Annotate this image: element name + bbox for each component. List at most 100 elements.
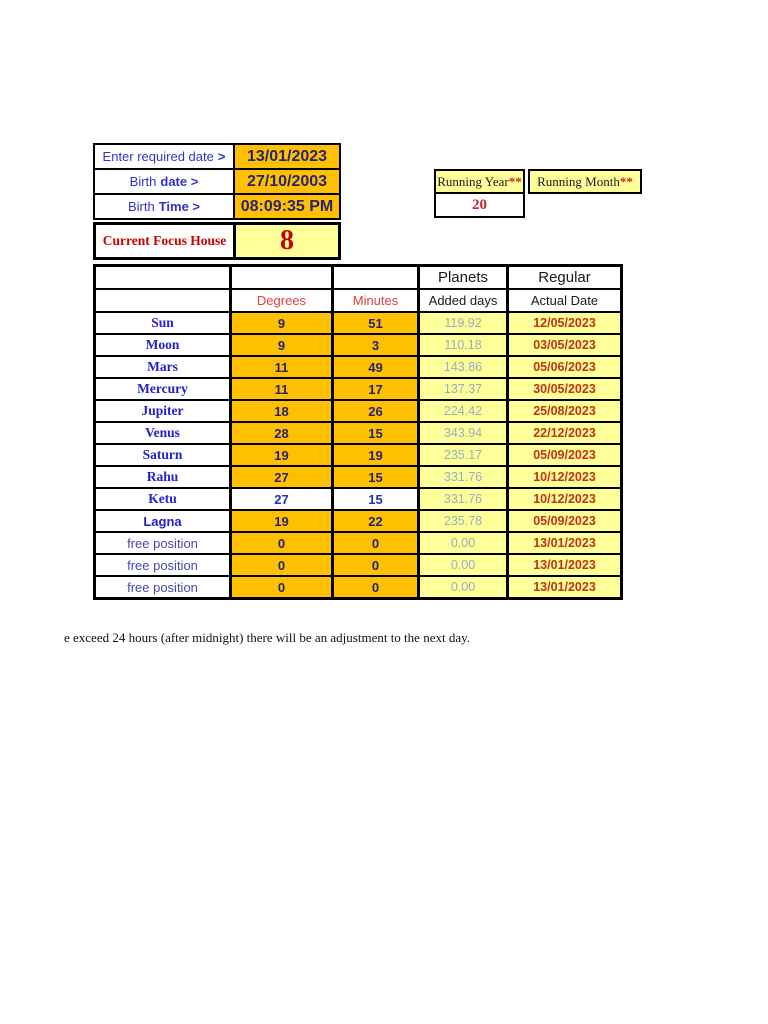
birth-date-value[interactable]: 27/10/2003 — [235, 170, 339, 193]
table-row: Ketu 27 15 331.76 10/12/2023 — [93, 487, 623, 511]
degrees-cell: 0 — [229, 553, 334, 577]
birth-time-label: Birth Time > — [95, 195, 235, 218]
running-year-label: Running Year — [437, 173, 509, 189]
degrees-cell: 28 — [229, 421, 334, 445]
degrees-cell: 0 — [229, 531, 334, 555]
minutes-cell: 0 — [331, 553, 420, 577]
table-row: Venus 28 15 343.94 22/12/2023 — [93, 421, 623, 445]
actual-date-cell: 13/01/2023 — [506, 531, 623, 555]
added-days-cell: 0.00 — [417, 575, 509, 600]
minutes-cell: 15 — [331, 487, 420, 511]
minutes-cell: 0 — [331, 531, 420, 555]
degrees-cell: 27 — [229, 465, 334, 489]
added-days-cell: 137.37 — [417, 377, 509, 401]
degrees-cell: 0 — [229, 575, 334, 600]
added-days-cell: 331.76 — [417, 465, 509, 489]
actual-date-cell: 30/05/2023 — [506, 377, 623, 401]
planet-name-cell: Moon — [93, 333, 232, 357]
added-days-cell: 143.86 — [417, 355, 509, 379]
empty-cell — [93, 264, 232, 290]
birth-time-row: Birth Time > 08:09:35 PM — [95, 195, 339, 218]
actual-date-cell: 03/05/2023 — [506, 333, 623, 357]
input-table: Enter required date > 13/01/2023 Birth d… — [93, 143, 341, 220]
empty-cell — [331, 264, 420, 290]
label-bold-text: > — [217, 149, 226, 164]
minutes-header: Minutes — [331, 288, 420, 313]
birth-date-label: Birth date > — [95, 170, 235, 193]
actual-date-cell: 05/09/2023 — [506, 443, 623, 467]
empty-cell — [229, 264, 334, 290]
actual-date-cell: 05/06/2023 — [506, 355, 623, 379]
minutes-cell: 49 — [331, 355, 420, 379]
minutes-cell: 26 — [331, 399, 420, 423]
added-days-cell: 224.42 — [417, 399, 509, 423]
running-month-label: Running Month — [537, 173, 620, 189]
minutes-cell: 22 — [331, 509, 420, 533]
minutes-cell: 15 — [331, 465, 420, 489]
required-date-value[interactable]: 13/01/2023 — [235, 145, 339, 168]
required-date-label: Enter required date > — [95, 145, 235, 168]
regular-group-header: Regular — [506, 264, 623, 290]
running-block: Running Year ** 20 Running Month ** — [434, 169, 642, 218]
degrees-cell: 19 — [229, 509, 334, 533]
table-row: Sun 9 51 119.92 12/05/2023 — [93, 311, 623, 335]
degrees-cell: 27 — [229, 487, 334, 511]
planet-name-cell: Saturn — [93, 443, 232, 467]
label-text: Birth — [129, 174, 157, 189]
planets-group-header: Planets — [417, 264, 509, 290]
planet-name-cell: free position — [93, 575, 232, 600]
actual-date-cell: 10/12/2023 — [506, 465, 623, 489]
required-date-row: Enter required date > 13/01/2023 — [95, 145, 339, 170]
added-days-header: Added days — [417, 288, 509, 313]
degrees-header: Degrees — [229, 288, 334, 313]
table-row: Moon 9 3 110.18 03/05/2023 — [93, 333, 623, 357]
focus-house-value: 8 — [236, 225, 338, 257]
label-text: Birth — [127, 199, 155, 214]
birth-date-row: Birth date > 27/10/2003 — [95, 170, 339, 195]
empty-cell — [93, 288, 232, 313]
added-days-cell: 119.92 — [417, 311, 509, 335]
degrees-cell: 9 — [229, 311, 334, 335]
added-days-cell: 110.18 — [417, 333, 509, 357]
footnote: e exceed 24 hours (after midnight) there… — [64, 630, 470, 645]
added-days-cell: 235.17 — [417, 443, 509, 467]
actual-date-cell: 12/05/2023 — [506, 311, 623, 335]
actual-date-cell: 13/01/2023 — [506, 553, 623, 577]
planet-table: Planets Regular Degrees Minutes Added da… — [93, 264, 623, 600]
running-month-header: Running Month ** — [528, 169, 642, 194]
minutes-cell: 17 — [331, 377, 420, 401]
table-row: Mars 11 49 143.86 05/06/2023 — [93, 355, 623, 379]
birth-time-value[interactable]: 08:09:35 PM — [235, 195, 339, 218]
degrees-cell: 9 — [229, 333, 334, 357]
running-month-column: Running Month ** — [528, 169, 642, 218]
planet-name-cell: Mercury — [93, 377, 232, 401]
added-days-cell: 0.00 — [417, 553, 509, 577]
planet-name-cell: Jupiter — [93, 399, 232, 423]
label-text: Enter required date — [102, 149, 214, 164]
table-row: Saturn 19 19 235.17 05/09/2023 — [93, 443, 623, 467]
planet-name-cell: Venus — [93, 421, 232, 445]
asterisk-marks: ** — [508, 173, 522, 189]
degrees-cell: 11 — [229, 355, 334, 379]
added-days-cell: 343.94 — [417, 421, 509, 445]
table-row: Rahu 27 15 331.76 10/12/2023 — [93, 465, 623, 489]
table-row: free position 0 0 0.00 13/01/2023 — [93, 553, 623, 577]
actual-date-cell: 13/01/2023 — [506, 575, 623, 600]
added-days-cell: 235.78 — [417, 509, 509, 533]
column-header-row: Degrees Minutes Added days Actual Date — [93, 288, 623, 313]
table-row: free position 0 0 0.00 13/01/2023 — [93, 531, 623, 555]
planet-name-cell: Sun — [93, 311, 232, 335]
focus-house-block: Current Focus House 8 — [93, 222, 341, 260]
table-row: Lagna 19 22 235.78 05/09/2023 — [93, 509, 623, 533]
minutes-cell: 15 — [331, 421, 420, 445]
planet-name-cell: Rahu — [93, 465, 232, 489]
actual-date-cell: 25/08/2023 — [506, 399, 623, 423]
running-year-value: 20 — [434, 192, 525, 218]
planet-name-cell: Ketu — [93, 487, 232, 511]
group-header-row: Planets Regular — [93, 264, 623, 290]
planet-name-cell: Mars — [93, 355, 232, 379]
label-bold-text: date > — [160, 174, 199, 189]
actual-date-header: Actual Date — [506, 288, 623, 313]
focus-house-label: Current Focus House — [96, 225, 236, 257]
asterisk-marks: ** — [619, 173, 633, 189]
